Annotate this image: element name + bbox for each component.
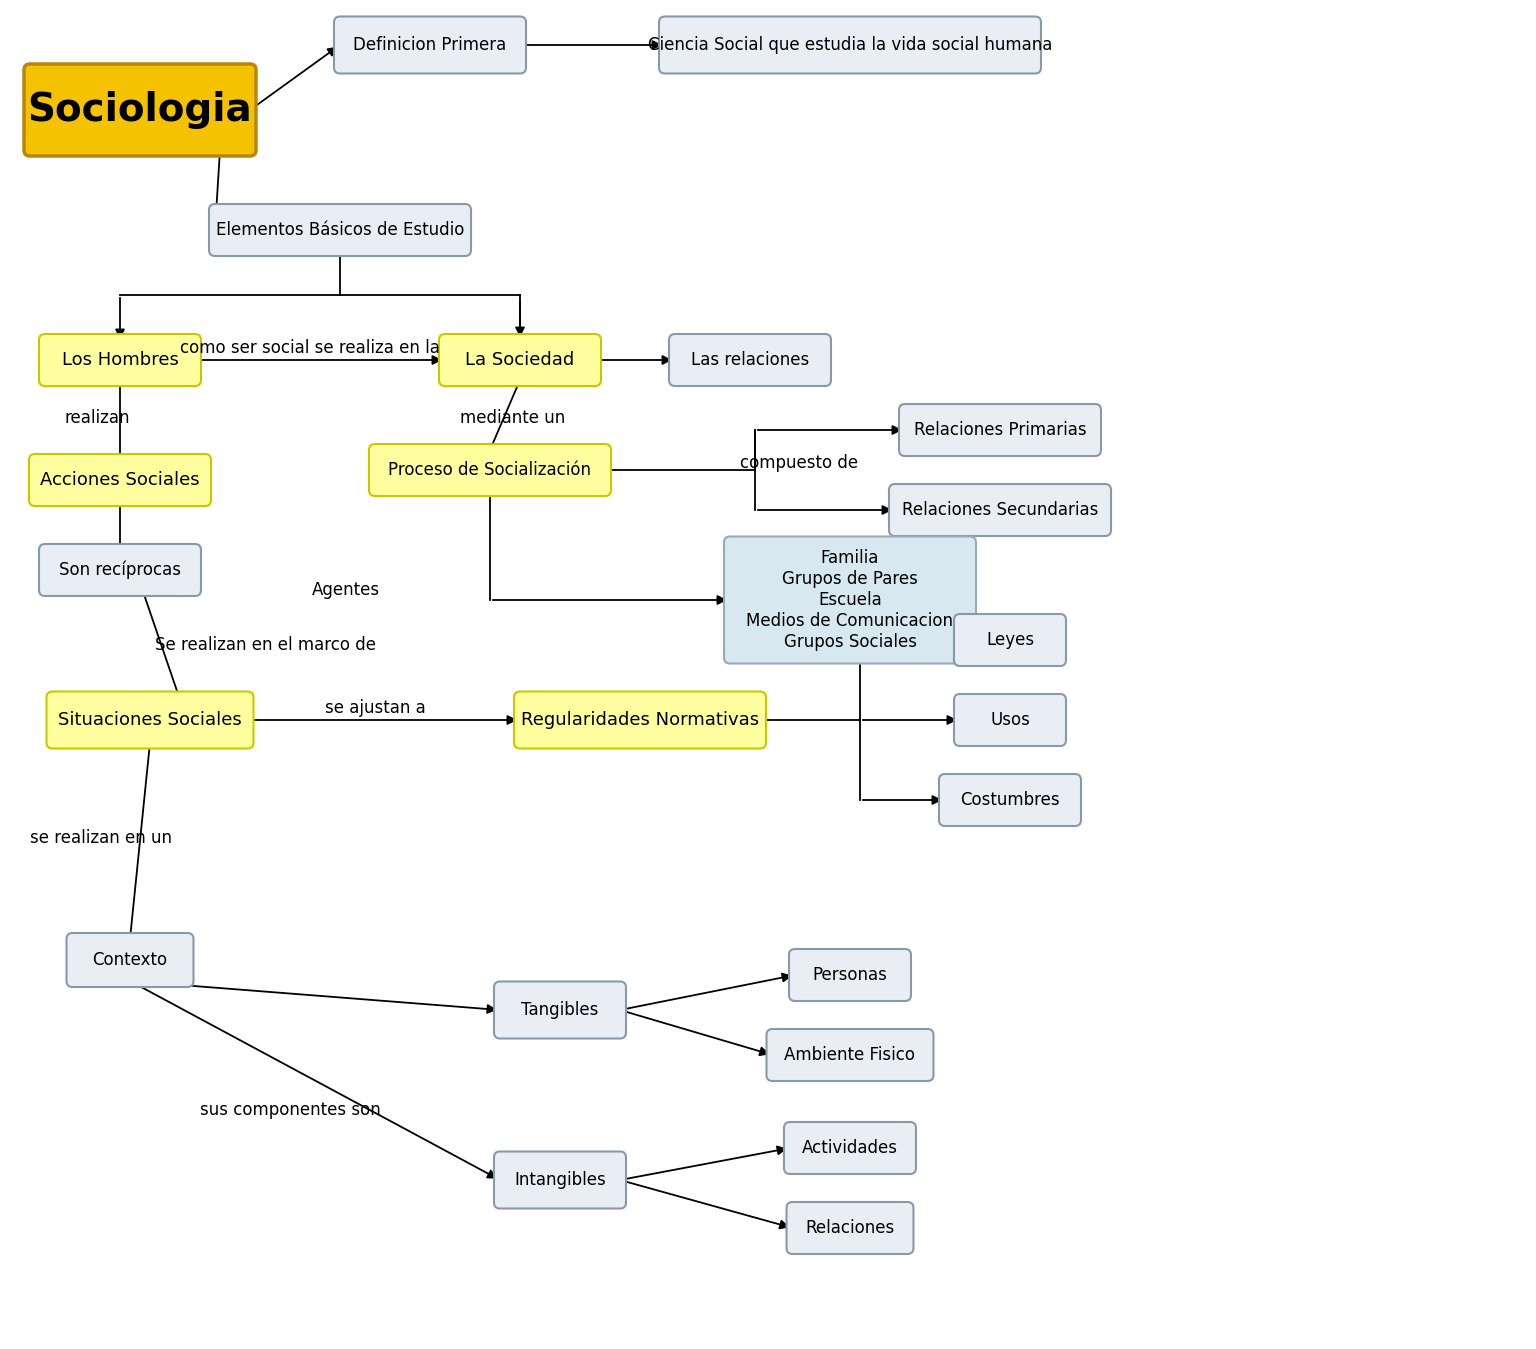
Text: sus componentes son: sus componentes son [200,1101,381,1120]
Text: Los Hombres: Los Hombres [61,351,178,370]
Text: Leyes: Leyes [986,631,1034,649]
Text: Usos: Usos [991,711,1031,728]
Text: Regularidades Normativas: Regularidades Normativas [521,711,759,728]
Text: Son recíprocas: Son recíprocas [58,561,181,579]
FancyBboxPatch shape [209,204,472,256]
Text: se ajustan a: se ajustan a [324,699,425,718]
Text: como ser social se realiza en la: como ser social se realiza en la [180,339,439,357]
Text: Relaciones Secundarias: Relaciones Secundarias [902,500,1098,519]
FancyBboxPatch shape [723,537,975,664]
Text: Sociologia: Sociologia [28,90,252,130]
Text: compuesto de: compuesto de [740,455,859,472]
FancyBboxPatch shape [790,948,911,1001]
FancyBboxPatch shape [25,63,257,156]
FancyBboxPatch shape [369,444,611,496]
FancyBboxPatch shape [66,934,194,987]
Text: Situaciones Sociales: Situaciones Sociales [58,711,241,728]
Text: realizan: realizan [65,409,131,428]
FancyBboxPatch shape [954,614,1066,666]
FancyBboxPatch shape [46,692,253,749]
Text: Relaciones: Relaciones [805,1219,894,1237]
FancyBboxPatch shape [515,692,766,749]
FancyBboxPatch shape [899,403,1101,456]
Text: Personas: Personas [813,966,888,983]
Text: Contexto: Contexto [92,951,167,969]
Text: Costumbres: Costumbres [960,791,1060,809]
Text: Familia
Grupos de Pares
Escuela
Medios de Comunicacion
Grupos Sociales: Familia Grupos de Pares Escuela Medios d… [746,549,954,650]
FancyBboxPatch shape [495,982,627,1039]
FancyBboxPatch shape [889,484,1111,536]
FancyBboxPatch shape [954,693,1066,746]
FancyBboxPatch shape [495,1152,627,1209]
FancyBboxPatch shape [439,335,601,386]
Text: Ambiente Fisico: Ambiente Fisico [785,1045,915,1064]
Text: Las relaciones: Las relaciones [691,351,809,370]
FancyBboxPatch shape [659,16,1041,73]
FancyBboxPatch shape [29,455,210,506]
FancyBboxPatch shape [38,335,201,386]
FancyBboxPatch shape [786,1202,914,1255]
Text: Agentes: Agentes [312,581,379,599]
Text: Relaciones Primarias: Relaciones Primarias [914,421,1086,438]
FancyBboxPatch shape [333,16,525,73]
Text: Acciones Sociales: Acciones Sociales [40,471,200,488]
Text: Definicion Primera: Definicion Primera [353,36,507,54]
FancyBboxPatch shape [38,544,201,596]
FancyBboxPatch shape [938,774,1081,826]
Text: Se realizan en el marco de: Se realizan en el marco de [155,635,376,654]
Text: se realizan en un: se realizan en un [31,830,172,847]
Text: Intangibles: Intangibles [515,1171,605,1188]
Text: Actividades: Actividades [802,1139,899,1157]
Text: La Sociedad: La Sociedad [465,351,574,370]
Text: Ciencia Social que estudia la vida social humana: Ciencia Social que estudia la vida socia… [648,36,1052,54]
Text: mediante un: mediante un [459,409,565,428]
Text: Tangibles: Tangibles [521,1001,599,1018]
FancyBboxPatch shape [783,1122,915,1174]
Text: Proceso de Socialización: Proceso de Socialización [389,461,591,479]
FancyBboxPatch shape [766,1029,934,1081]
FancyBboxPatch shape [670,335,831,386]
Text: Elementos Básicos de Estudio: Elementos Básicos de Estudio [217,221,464,239]
